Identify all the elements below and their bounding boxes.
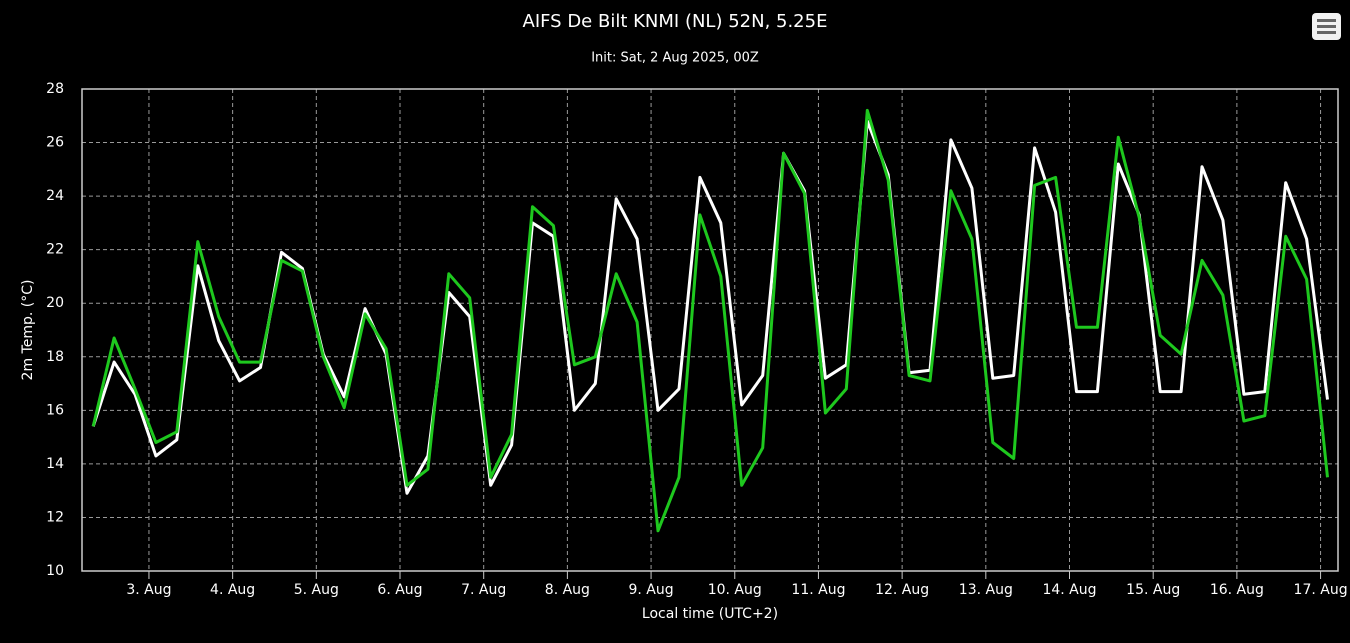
plot-border bbox=[81, 88, 1339, 572]
y-tick-label: 14 bbox=[46, 456, 64, 472]
chart-subtitle: Init: Sat, 2 Aug 2025, 00Z bbox=[591, 51, 759, 66]
y-tick-label: 26 bbox=[46, 135, 64, 151]
y-tick-label: 10 bbox=[46, 563, 64, 579]
x-tick-label: 6. Aug bbox=[377, 582, 422, 598]
x-tick-label: 16. Aug bbox=[1210, 582, 1264, 598]
y-tick-label: 12 bbox=[46, 509, 64, 525]
y-tick-label: 28 bbox=[46, 81, 64, 97]
menu-icon-bar bbox=[1317, 19, 1336, 22]
x-tick-label: 15. Aug bbox=[1126, 582, 1180, 598]
y-tick-label: 16 bbox=[46, 402, 64, 418]
menu-button[interactable] bbox=[1312, 13, 1341, 40]
x-tick-label: 9. Aug bbox=[628, 582, 673, 598]
chart-title: AIFS De Bilt KNMI (NL) 52N, 5.25E bbox=[523, 11, 828, 32]
y-tick-label: 20 bbox=[46, 295, 64, 311]
x-tick-label: 11. Aug bbox=[791, 582, 845, 598]
x-tick-label: 13. Aug bbox=[959, 582, 1013, 598]
y-tick-label: 18 bbox=[46, 349, 64, 365]
x-tick-label: 3. Aug bbox=[126, 582, 171, 598]
series-line bbox=[91, 108, 1329, 533]
series-line bbox=[91, 119, 1329, 495]
menu-icon-bar bbox=[1317, 31, 1336, 34]
x-tick-label: 8. Aug bbox=[545, 582, 590, 598]
x-tick-label: 12. Aug bbox=[875, 582, 929, 598]
x-tick-label: 7. Aug bbox=[461, 582, 506, 598]
x-tick-label: 4. Aug bbox=[210, 582, 255, 598]
y-axis-title: 2m Temp. (°C) bbox=[20, 280, 36, 381]
x-tick-label: 10. Aug bbox=[708, 582, 762, 598]
x-axis-title: Local time (UTC+2) bbox=[642, 606, 778, 622]
y-tick-label: 24 bbox=[46, 188, 64, 204]
x-tick-label: 17. Aug bbox=[1294, 582, 1348, 598]
x-tick-label: 5. Aug bbox=[294, 582, 339, 598]
menu-icon-bar bbox=[1317, 25, 1336, 28]
y-tick-label: 22 bbox=[46, 242, 64, 258]
x-tick-label: 14. Aug bbox=[1042, 582, 1096, 598]
